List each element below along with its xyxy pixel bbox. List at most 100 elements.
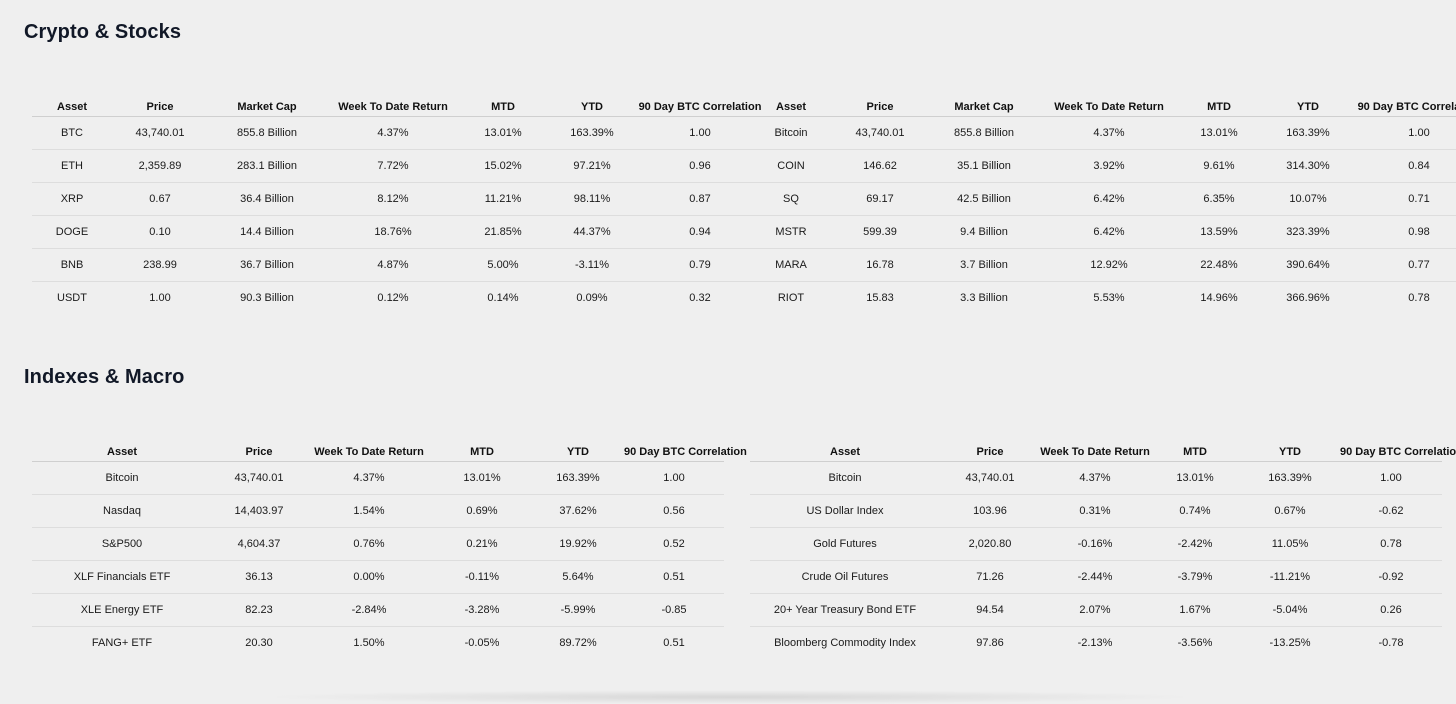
table-row: SQ 69.17 42.5 Billion 6.42% 6.35% 10.07% 0.71 — [750, 182, 1456, 216]
cell-week-to-date-return: 6.42% — [1040, 215, 1178, 249]
cell-price: 238.99 — [112, 248, 208, 282]
column-header-price: Price — [212, 443, 306, 462]
cell-asset: USDT — [57, 292, 87, 304]
cell-week-to-date-return: 4.37% — [306, 461, 432, 495]
table-row: Crude Oil Futures 71.26 -2.44% -3.79% -11.21… — [750, 560, 1442, 594]
cell-mtd: -3.56% — [1177, 637, 1213, 649]
cell-asset: Crude Oil Futures — [750, 560, 940, 594]
cell-market-cap: 3.3 Billion — [960, 292, 1008, 304]
header-row: Asset Price Market Cap Week To Date Return M… — [750, 98, 1456, 117]
cell-mtd: 15.02% — [460, 149, 546, 183]
column-header-ytd: YTD — [532, 443, 624, 462]
cell-ytd: -13.25% — [1269, 637, 1311, 649]
cell-week-to-date-return: 4.37% — [1040, 116, 1178, 150]
cell-ytd: 366.96% — [1286, 292, 1330, 304]
cell-price: 20.30 — [245, 637, 273, 649]
column-header-mtd: MTD — [432, 443, 532, 462]
cell-week-to-date-return: 2.07% — [1040, 593, 1150, 627]
cell-90-day-btc-correlation: 1.00 — [638, 116, 762, 150]
column-header-week-to-date-return: Week To Date Return — [1040, 443, 1150, 462]
cell-mtd: 13.01% — [432, 461, 532, 495]
section-title-crypto-stocks: Crypto & Stocks — [24, 21, 182, 43]
cell-price: 97.86 — [976, 637, 1004, 649]
cell-market-cap: 14.4 Billion — [208, 215, 326, 249]
column-header-90-day-btc-correlation: 90 Day BTC Correlation — [1356, 98, 1456, 117]
table-row: BTC 43,740.01 855.8 Billion 4.37% 13.01% 163.… — [32, 116, 762, 150]
cell-asset: ETH — [32, 149, 112, 183]
cell-week-to-date-return: -0.16% — [1040, 527, 1150, 561]
cell-90-day-btc-correlation: 0.71 — [1356, 182, 1456, 216]
header-row: Asset Price Week To Date Return MTD YTD 90 Da… — [32, 443, 747, 462]
column-header-week-to-date-return: Week To Date Return — [1040, 98, 1178, 117]
cell-asset: XLF Financials ETF — [32, 560, 212, 594]
bottom-shadow — [260, 690, 1200, 704]
cell-asset: XLE Energy ETF — [32, 593, 212, 627]
table-row: MARA 16.78 3.7 Billion 12.92% 22.48% 390.64% 0… — [750, 248, 1456, 282]
cell-asset: Bitcoin — [32, 461, 212, 495]
cell-ytd: 390.64% — [1260, 248, 1356, 282]
cell-week-to-date-return: -2.13% — [1077, 637, 1113, 649]
cell-price: 43,740.01 — [832, 116, 928, 150]
cell-price: 103.96 — [940, 494, 1040, 528]
cell-week-to-date-return: 8.12% — [326, 182, 460, 216]
cell-week-to-date-return: 6.42% — [1040, 182, 1178, 216]
cell-ytd: 163.39% — [1260, 116, 1356, 150]
cell-90-day-btc-correlation: 0.51 — [663, 637, 685, 649]
cell-ytd: 10.07% — [1260, 182, 1356, 216]
table-row: Bloomberg Commodity Index 97.86 -2.13% -3.5… — [750, 627, 1442, 660]
cell-asset: Bitcoin — [750, 461, 940, 495]
cell-mtd: 5.00% — [460, 248, 546, 282]
table-row: XLF Financials ETF 36.13 0.00% -0.11% 5.64% 0… — [32, 560, 724, 594]
cell-mtd: 0.69% — [432, 494, 532, 528]
cell-mtd: 22.48% — [1178, 248, 1260, 282]
cell-mtd: 13.01% — [460, 116, 546, 150]
cell-ytd: 163.39% — [532, 461, 624, 495]
cell-ytd: -5.99% — [532, 593, 624, 627]
cell-mtd: -0.05% — [464, 637, 500, 649]
cell-price: 82.23 — [212, 593, 306, 627]
cell-market-cap: 9.4 Billion — [928, 215, 1040, 249]
cell-90-day-btc-correlation: 1.00 — [1340, 461, 1442, 495]
cell-price: 146.62 — [832, 149, 928, 183]
cell-week-to-date-return: 3.92% — [1040, 149, 1178, 183]
cell-price: 43,740.01 — [940, 461, 1040, 495]
cell-asset: Bitcoin — [750, 116, 832, 150]
column-header-price: Price — [112, 98, 208, 117]
cell-90-day-btc-correlation: 0.94 — [638, 215, 762, 249]
table-row: Bitcoin 43,740.01 855.8 Billion 4.37% 13.01%… — [750, 116, 1456, 150]
table-row: S&P500 4,604.37 0.76% 0.21% 19.92% 0.52 — [32, 527, 724, 561]
cell-90-day-btc-correlation: -0.85 — [624, 593, 724, 627]
column-header-week-to-date-return: Week To Date Return — [306, 443, 432, 462]
cell-market-cap: 36.7 Billion — [208, 248, 326, 282]
crypto-table: Asset Price Market Cap Week To Date Return M… — [32, 98, 762, 314]
cell-ytd: 0.09% — [576, 292, 608, 304]
cell-week-to-date-return: 0.76% — [306, 527, 432, 561]
cell-week-to-date-return: 1.50% — [353, 637, 385, 649]
table-row: 20+ Year Treasury Bond ETF 94.54 2.07% 1.67… — [750, 593, 1442, 627]
header-row: Asset Price Market Cap Week To Date Return M… — [32, 98, 762, 117]
cell-ytd: 323.39% — [1260, 215, 1356, 249]
cell-asset: COIN — [750, 149, 832, 183]
cell-price: 599.39 — [832, 215, 928, 249]
column-header-mtd: MTD — [1178, 98, 1260, 117]
cell-90-day-btc-correlation: 0.84 — [1356, 149, 1456, 183]
cell-week-to-date-return: 18.76% — [326, 215, 460, 249]
cell-week-to-date-return: -2.44% — [1040, 560, 1150, 594]
column-header-asset: Asset — [32, 443, 212, 462]
table-row: Nasdaq 14,403.97 1.54% 0.69% 37.62% 0.56 — [32, 494, 724, 528]
column-header-ytd: YTD — [546, 98, 638, 117]
column-header-week-to-date-return: Week To Date Return — [326, 98, 460, 117]
cell-asset: Bloomberg Commodity Index — [774, 637, 916, 649]
cell-mtd: 1.67% — [1150, 593, 1240, 627]
table-row: USDT 1.00 90.3 Billion 0.12% 0.14% 0.09% 0.32 — [32, 282, 762, 315]
cell-week-to-date-return: 4.87% — [326, 248, 460, 282]
cell-mtd: -0.11% — [432, 560, 532, 594]
column-header-ytd: YTD — [1260, 98, 1356, 117]
cell-90-day-btc-correlation: 0.26 — [1340, 593, 1442, 627]
column-header-market-cap: Market Cap — [208, 98, 326, 117]
cell-asset: MSTR — [750, 215, 832, 249]
cell-mtd: -2.42% — [1150, 527, 1240, 561]
cell-price: 16.78 — [832, 248, 928, 282]
cell-ytd: 11.05% — [1240, 527, 1340, 561]
